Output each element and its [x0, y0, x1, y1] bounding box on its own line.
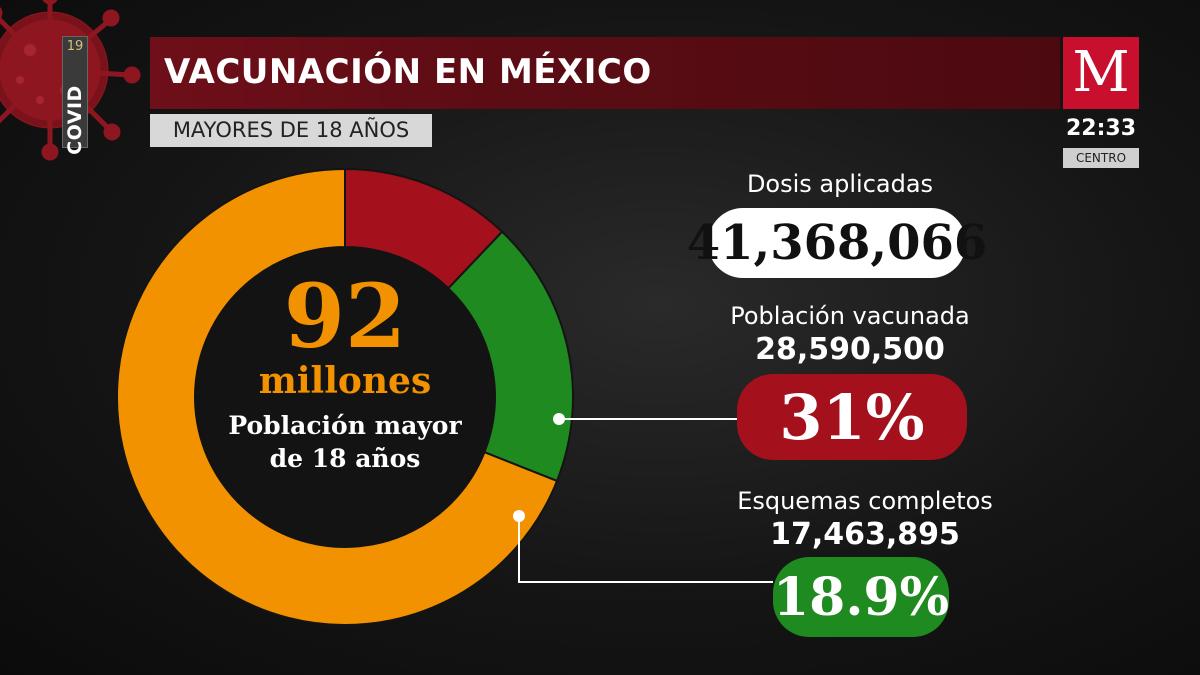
connector-complete	[518, 516, 773, 583]
clock-time: 22:33	[1065, 116, 1137, 141]
page-title: VACUNACIÓN EN MÉXICO	[164, 52, 652, 92]
complete-label: Esquemas completos	[737, 487, 993, 515]
page-subtitle: MAYORES DE 18 AÑOS	[150, 114, 432, 147]
covid-tag: 19 COVID	[62, 36, 88, 155]
vaccinated-label: Población vacunada	[730, 302, 970, 330]
channel-logo: M	[1063, 37, 1139, 109]
title-bar: VACUNACIÓN EN MÉXICO	[150, 37, 1060, 109]
center-description-line2: de 18 años	[269, 443, 421, 473]
complete-value: 17,463,895	[770, 517, 960, 552]
donut-hole	[195, 247, 495, 547]
connector-complete-dot	[513, 510, 525, 522]
center-description-line1: Población mayor	[228, 411, 462, 440]
logo-letter: M	[1072, 40, 1130, 105]
center-description: Población mayor de 18 años	[195, 410, 495, 475]
connector-vaccinated-dot	[553, 413, 565, 425]
complete-percent: 18.9%	[773, 557, 949, 637]
clock-zone: CENTRO	[1063, 148, 1139, 168]
vaccinated-percent: 31%	[737, 374, 967, 460]
vaccinated-value: 28,590,500	[755, 332, 945, 367]
center-number: 92	[283, 264, 407, 368]
doses-label: Dosis aplicadas	[746, 170, 934, 198]
center-unit: millones	[258, 360, 432, 402]
covid-tag-number: 19	[66, 39, 84, 54]
doses-value: 41,368,066	[687, 208, 987, 278]
